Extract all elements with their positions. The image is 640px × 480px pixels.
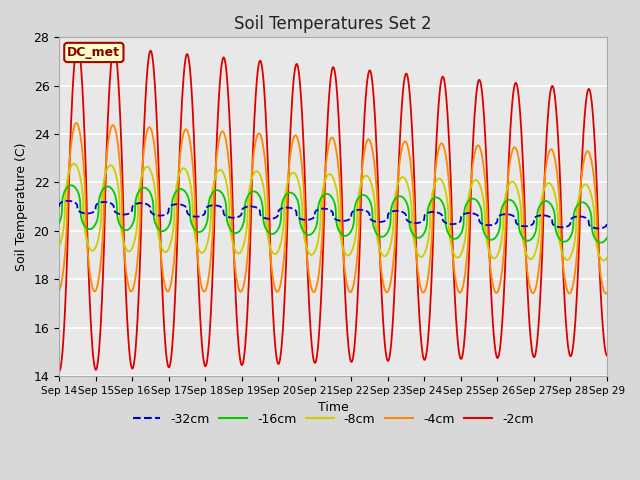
X-axis label: Time: Time	[317, 401, 348, 414]
Legend: -32cm, -16cm, -8cm, -4cm, -2cm: -32cm, -16cm, -8cm, -4cm, -2cm	[127, 408, 538, 431]
Y-axis label: Soil Temperature (C): Soil Temperature (C)	[15, 143, 28, 271]
Title: Soil Temperatures Set 2: Soil Temperatures Set 2	[234, 15, 432, 33]
Text: DC_met: DC_met	[67, 46, 120, 59]
